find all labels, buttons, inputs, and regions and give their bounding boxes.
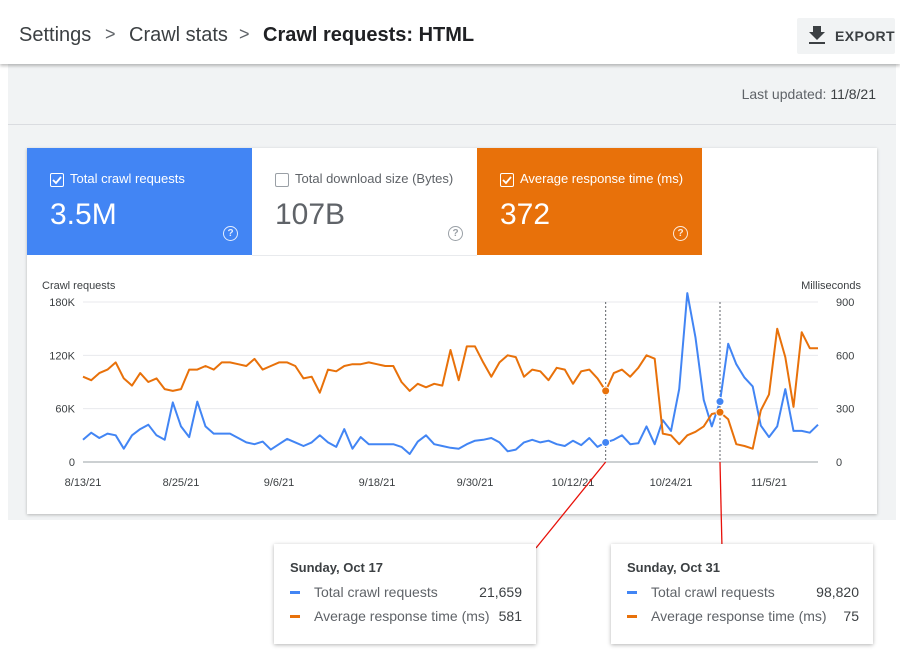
legend-swatch-icon bbox=[627, 615, 637, 618]
legend-swatch-icon bbox=[290, 591, 300, 594]
crawl-stats-card: Total crawl requests 3.5M ? Total downlo… bbox=[27, 148, 877, 514]
chart-tooltip: Sunday, Oct 17 Total crawl requests 21,6… bbox=[274, 544, 536, 644]
metric-tile-total-download-size[interactable]: Total download size (Bytes) 107B ? bbox=[252, 148, 477, 256]
tooltip-row-value: 75 bbox=[843, 608, 859, 624]
tooltip-date: Sunday, Oct 17 bbox=[290, 560, 383, 575]
metric-label: Total download size (Bytes) bbox=[295, 171, 454, 186]
metric-tile-total-crawl-requests[interactable]: Total crawl requests 3.5M ? bbox=[27, 148, 252, 255]
export-label: EXPORT bbox=[835, 28, 895, 44]
help-icon[interactable]: ? bbox=[223, 226, 238, 241]
legend-swatch-icon bbox=[290, 615, 300, 618]
checkbox-unchecked-icon[interactable] bbox=[275, 173, 289, 187]
top-app-bar: Settings > Crawl stats > Crawl requests:… bbox=[0, 0, 900, 64]
tooltip-row-value: 21,659 bbox=[479, 584, 522, 600]
breadcrumb-separator-icon: > bbox=[105, 24, 116, 44]
checkbox-checked-icon[interactable] bbox=[50, 173, 64, 187]
tooltip-row-value: 98,820 bbox=[816, 584, 859, 600]
last-updated: Last updated: 11/8/21 bbox=[0, 86, 876, 102]
tooltip-row-value: 581 bbox=[498, 608, 522, 624]
divider bbox=[8, 124, 896, 125]
page-title: Crawl requests: HTML bbox=[263, 24, 475, 46]
export-button[interactable]: EXPORT bbox=[797, 18, 895, 54]
breadcrumb-crawl-stats[interactable]: Crawl stats bbox=[129, 24, 228, 46]
chart-tooltip: Sunday, Oct 31 Total crawl requests 98,8… bbox=[611, 544, 873, 644]
metric-value: 372 bbox=[500, 198, 551, 231]
help-icon[interactable]: ? bbox=[673, 226, 688, 241]
tooltip-row-label: Average response time (ms) bbox=[651, 608, 827, 624]
last-updated-label: Last updated: bbox=[741, 86, 827, 102]
tooltip-row-label: Total crawl requests bbox=[651, 584, 775, 600]
tooltip-row-label: Average response time (ms) bbox=[314, 608, 490, 624]
help-icon[interactable]: ? bbox=[448, 226, 463, 241]
metric-label: Average response time (ms) bbox=[520, 171, 684, 186]
last-updated-value: 11/8/21 bbox=[830, 86, 876, 102]
tooltip-date: Sunday, Oct 31 bbox=[627, 560, 720, 575]
metric-value: 3.5M bbox=[50, 198, 117, 231]
breadcrumb-settings[interactable]: Settings bbox=[19, 24, 92, 46]
metric-value: 107B bbox=[275, 198, 346, 231]
metric-tile-average-response-time[interactable]: Average response time (ms) 372 ? bbox=[477, 148, 702, 255]
download-icon bbox=[809, 26, 825, 44]
legend-swatch-icon bbox=[627, 591, 637, 594]
checkbox-checked-icon[interactable] bbox=[500, 173, 514, 187]
metric-label: Total crawl requests bbox=[70, 171, 185, 186]
tooltip-row-label: Total crawl requests bbox=[314, 584, 438, 600]
breadcrumb-separator-icon: > bbox=[239, 24, 250, 44]
